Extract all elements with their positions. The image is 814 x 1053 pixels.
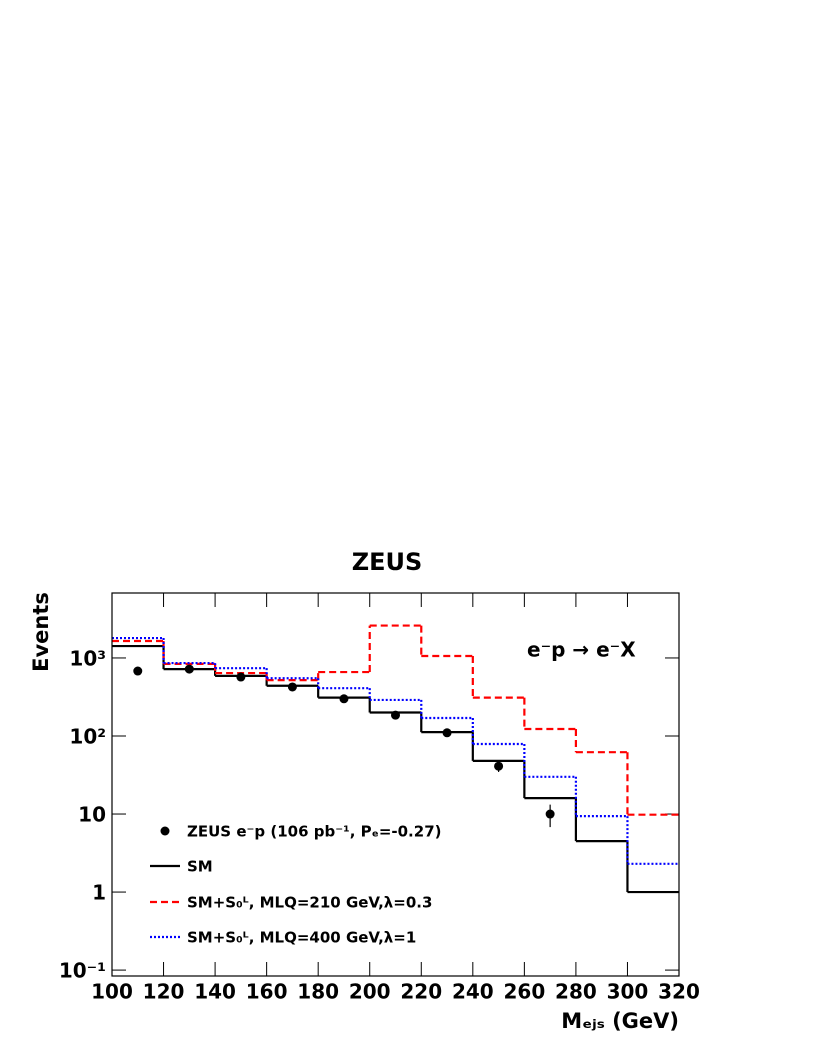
x-tick-label: 240 <box>452 980 494 1004</box>
x-tick-label: 140 <box>194 980 236 1004</box>
data-point <box>339 694 349 704</box>
x-tick-label: 160 <box>246 980 288 1004</box>
chart-title: ZEUS <box>352 548 423 576</box>
x-tick-label: 300 <box>607 980 649 1004</box>
data-point <box>184 664 194 674</box>
x-tick-label: 320 <box>658 980 700 1004</box>
data-point <box>236 672 246 682</box>
x-tick-label: 220 <box>400 980 442 1004</box>
legend-label: ZEUS e⁻p (106 pb⁻¹, Pₑ=-0.27) <box>187 823 442 841</box>
x-tick-label: 120 <box>143 980 185 1004</box>
x-tick-label: 180 <box>297 980 339 1004</box>
x-tick-label: 200 <box>349 980 391 1004</box>
y-tick-label: 10⁻¹ <box>59 959 106 983</box>
y-tick-label: 10² <box>69 724 106 748</box>
y-tick-label: 10 <box>78 803 106 827</box>
data-point <box>287 682 297 692</box>
legend-label: SM <box>187 858 213 876</box>
x-tick-label: 260 <box>503 980 545 1004</box>
data-point <box>391 710 400 720</box>
x-tick-label: 280 <box>555 980 597 1004</box>
x-axis-label: Mₑⱼₛ (GeV) <box>561 1009 679 1033</box>
plot-frame <box>111 592 680 977</box>
y-tick-label: 10³ <box>69 646 106 670</box>
data-point <box>133 666 143 676</box>
data-point <box>545 809 555 819</box>
data-point <box>442 728 452 738</box>
data-point <box>494 761 504 771</box>
legend-marker <box>160 826 170 836</box>
y-tick-label: 1 <box>92 881 106 905</box>
annotation: e⁻p → e⁻X <box>527 638 636 662</box>
x-tick-label: 100 <box>91 980 133 1004</box>
y-axis-label: Events <box>29 592 53 672</box>
legend-label: SM+S₀ᴸ, MLQ=210 GeV,λ=0.3 <box>187 894 432 912</box>
legend-label: SM+S₀ᴸ, MLQ=400 GeV,λ=1 <box>187 929 416 947</box>
